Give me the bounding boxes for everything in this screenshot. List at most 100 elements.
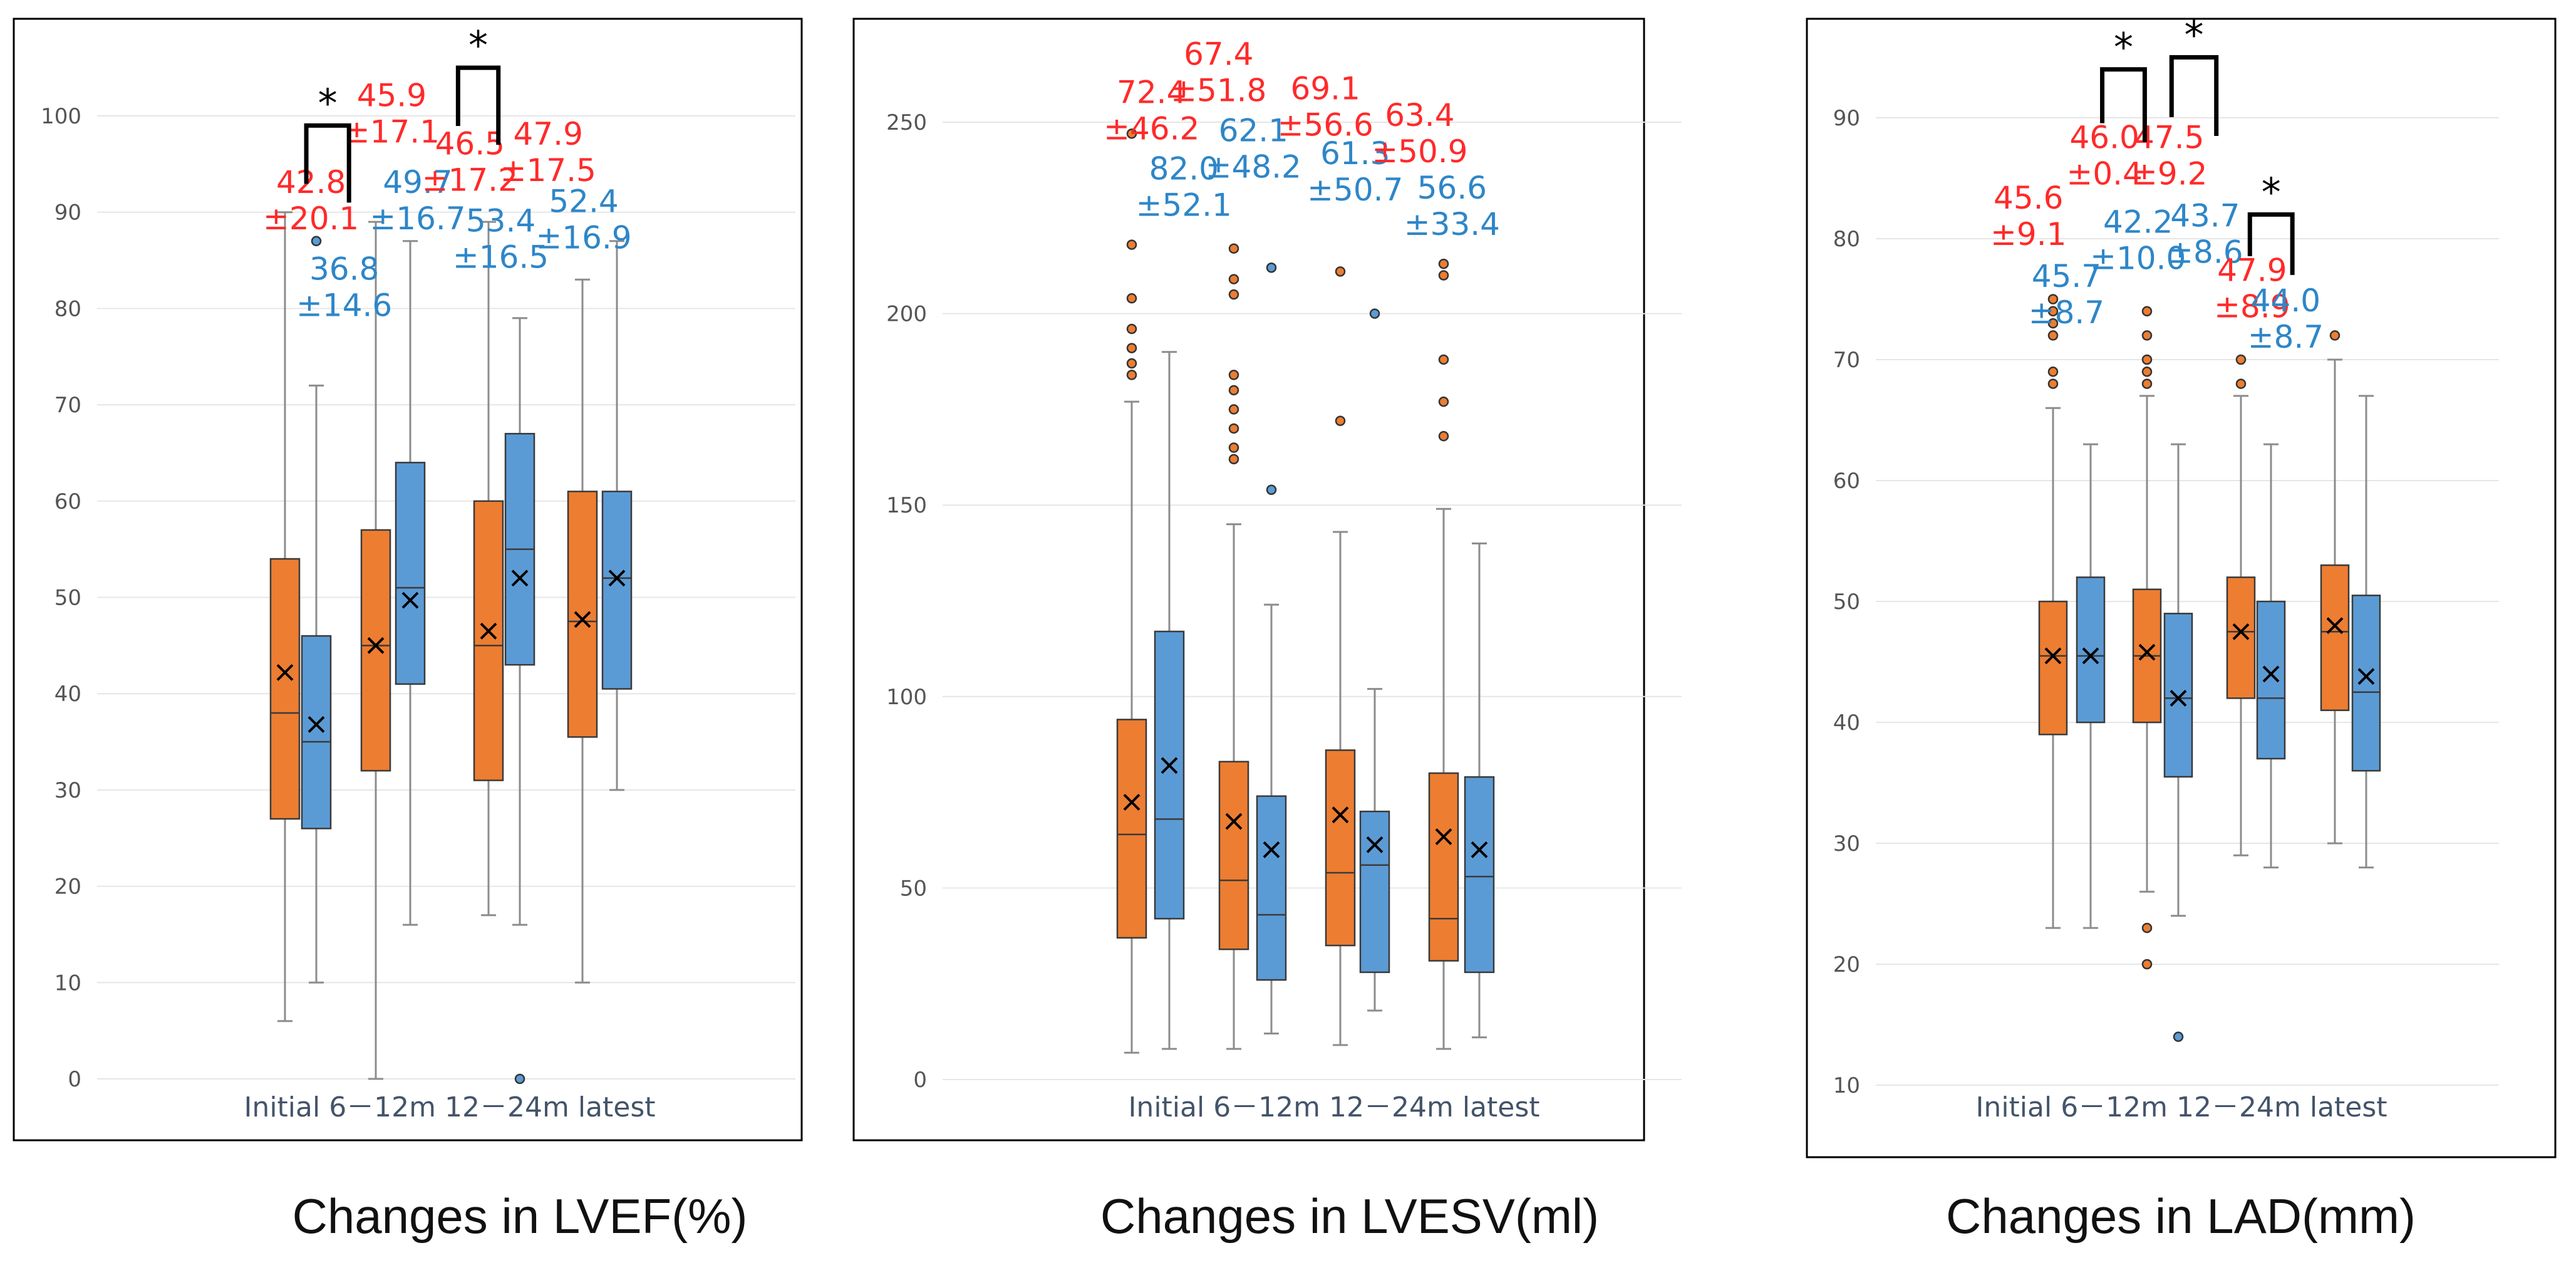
mean-sd-annotation-blue: 49.7 ±16.7 — [370, 164, 465, 237]
y-tick-label: 0 — [913, 1068, 927, 1093]
outlier-point — [2047, 318, 2059, 329]
outlier-point — [2141, 367, 2153, 377]
chart-panel-3: 10 20 30 40 50 60 70 80 90 Initial 6－12m 12－24m l… — [1806, 13, 2557, 1158]
mean-marker — [401, 591, 419, 609]
x-category-labels: Initial 6－12m 12－24m latest — [244, 1091, 655, 1123]
outlier-point — [2141, 306, 2153, 317]
box-blue-3 — [2256, 443, 2286, 869]
box-body — [1325, 749, 1356, 947]
y-tick-label: 30 — [1833, 831, 1860, 856]
box-body — [1359, 810, 1390, 974]
outlier-point — [2141, 354, 2153, 365]
mean-sd-annotation-blue: 52.4 ±16.9 — [535, 184, 631, 256]
mean-marker — [1225, 813, 1243, 830]
annotation-mean: 43.7 — [2170, 198, 2240, 234]
mean-sd-annotation-blue: 61.3 ±50.7 — [1307, 135, 1403, 208]
mean-marker — [1123, 794, 1141, 811]
outlier-point — [1438, 354, 1449, 365]
outlier-point — [1126, 370, 1137, 380]
y-tick-label: 150 — [886, 493, 927, 518]
x-category-labels: Initial 6－12m 12－24m latest — [1975, 1091, 2387, 1123]
annotation-sd: ±8.6 — [2167, 234, 2243, 271]
annotation-mean: 44.0 — [2251, 283, 2320, 319]
y-tick-label: 60 — [54, 489, 81, 514]
outlier-point — [2141, 378, 2153, 389]
mean-marker — [2138, 643, 2156, 661]
outlier-point — [1438, 270, 1449, 281]
box-orange-3 — [1325, 266, 1356, 1046]
annotation-mean: 63.4 — [1385, 97, 1454, 133]
mean-marker — [1366, 836, 1384, 853]
box-body — [2076, 576, 2106, 724]
annotation-mean: 45.7 — [2032, 258, 2101, 294]
box-orange-3 — [473, 221, 504, 917]
chart-caption: Changes in LAD(mm) — [1946, 1189, 2416, 1244]
outlier-point — [1228, 385, 1239, 396]
chart-panel-1: 0 10 20 30 40 50 60 70 80 90 100 Initial 6－12m 12－2… — [13, 18, 803, 1142]
significance-bracket — [2100, 67, 2147, 142]
outlier-point — [1266, 263, 1277, 273]
x-category-labels: Initial 6－12m 12－24m latest — [1128, 1091, 1539, 1123]
box-orange-4 — [2320, 330, 2350, 845]
box-orange-4 — [567, 278, 598, 984]
annotation-mean: 42.8 — [276, 164, 346, 200]
mean-marker — [2082, 647, 2099, 665]
box-body — [567, 491, 598, 738]
y-tick-label: 20 — [1833, 952, 1860, 977]
annotation-mean: 47.9 — [2217, 252, 2287, 289]
annotation-sd: ±16.5 — [453, 239, 549, 275]
mean-sd-annotation-red: 63.4 ±50.9 — [1372, 97, 1467, 170]
annotation-sd: ±20.1 — [263, 200, 359, 237]
chart-frame — [1806, 18, 2557, 1158]
annotation-mean: 69.1 — [1291, 70, 1360, 107]
significance-asterisk: * — [2262, 169, 2281, 215]
outlier-point — [1335, 415, 1346, 426]
mean-marker — [1263, 841, 1280, 858]
annotation-mean: 61.3 — [1320, 135, 1390, 172]
y-tick-label: 50 — [1833, 590, 1860, 615]
outlier-point — [2329, 330, 2341, 341]
outlier-point — [2047, 378, 2059, 389]
mean-sd-annotation-red: 46.5 ±17.2 — [422, 125, 518, 198]
box-body — [2038, 600, 2068, 736]
outlier-point — [1369, 308, 1380, 319]
outlier-point — [2047, 367, 2059, 377]
outlier-point — [2047, 330, 2059, 341]
mean-sd-annotation-red: 47.5 ±9.2 — [2131, 119, 2207, 192]
box-blue-4 — [1464, 542, 1495, 1039]
annotation-mean: 82.0 — [1149, 151, 1219, 187]
y-tick-label: 70 — [54, 393, 81, 418]
box-blue-1 — [2076, 443, 2106, 929]
annotation-mean: 67.4 — [1184, 36, 1253, 72]
mean-marker — [1161, 757, 1178, 774]
box-orange-2 — [2132, 306, 2162, 970]
outlier-point — [1266, 484, 1277, 496]
significance-asterisk: * — [468, 23, 488, 68]
mean-sd-annotation-blue: 82.0 ±52.1 — [1136, 151, 1232, 224]
box-orange-1 — [2038, 294, 2068, 929]
mean-marker — [2326, 617, 2344, 635]
chart-caption: Changes in LVESV(ml) — [1100, 1189, 1599, 1244]
outlier-point — [1228, 274, 1239, 284]
mean-sd-annotation-red: 72.4 ±46.2 — [1104, 74, 1199, 147]
mean-sd-annotation-red: 47.9 ±8.9 — [2214, 252, 2290, 325]
annotation-mean: 62.1 — [1219, 113, 1288, 149]
outlier-point — [1228, 454, 1239, 465]
outlier-point — [1228, 404, 1239, 415]
outlier-point — [2141, 959, 2153, 970]
annotation-sd: ±50.9 — [1372, 133, 1467, 170]
outlier-point — [2235, 354, 2247, 365]
mean-marker — [2357, 668, 2375, 685]
box-body — [2351, 595, 2381, 772]
outlier-point — [1228, 423, 1239, 434]
outlier-point — [1335, 266, 1346, 277]
y-tick-label: 30 — [54, 778, 81, 803]
box-orange-2 — [360, 221, 391, 1080]
outlier-point — [1438, 258, 1449, 269]
annotation-sd: ±8.9 — [2214, 289, 2290, 325]
box-orange-4 — [1428, 258, 1459, 1050]
y-tick-label: 0 — [68, 1067, 81, 1092]
mean-sd-annotation-blue: 42.2 ±10.0 — [2090, 204, 2186, 276]
y-tick-label: 10 — [54, 970, 81, 996]
